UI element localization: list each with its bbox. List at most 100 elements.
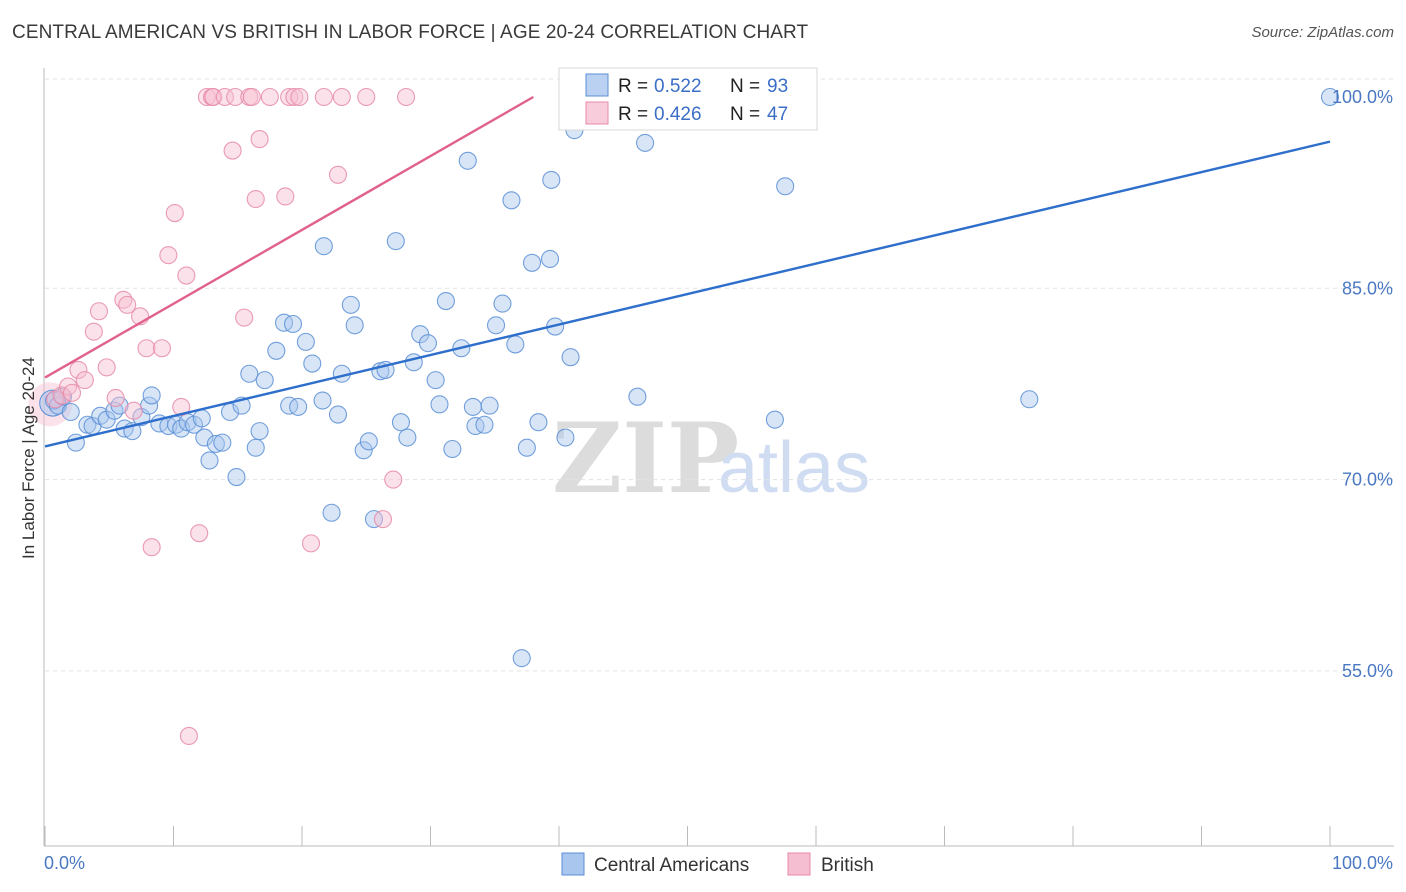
point-british-26 — [215, 87, 234, 107]
legend-r-label-2: R = — [618, 104, 648, 125]
trend-lines — [44, 95, 1331, 448]
point-central-americans-23 — [195, 428, 214, 447]
point-central-americans-30 — [240, 364, 259, 383]
point-british-46 — [397, 87, 416, 107]
legend-r-label-1: R = — [618, 76, 648, 97]
point-central-americans-46 — [341, 295, 360, 314]
point-central-americans-47 — [345, 316, 364, 335]
point-british-40 — [314, 87, 333, 107]
point-central-americans-33 — [255, 371, 274, 390]
point-british-33 — [250, 130, 269, 149]
point-british-1 — [52, 386, 71, 405]
point-central-americans-35 — [274, 313, 294, 332]
point-british-17 — [159, 246, 178, 265]
point-british-11 — [118, 295, 137, 314]
point-central-americans-15 — [142, 386, 161, 405]
point-central-americans-58 — [418, 334, 437, 353]
watermark-atlas: atlas — [718, 428, 870, 508]
point-central-americans-42 — [314, 237, 333, 256]
x-tick-label-1: 100.0% — [1332, 853, 1393, 873]
point-british-23 — [197, 87, 216, 107]
legend-swatch-british — [585, 101, 609, 125]
point-central-americans-22 — [192, 409, 211, 428]
point-british-38 — [290, 87, 309, 107]
legend-r-value-2: 0.426 — [654, 104, 702, 125]
legend-n-label-2: N = — [730, 104, 760, 125]
tick-labels: 55.0% 70.0% 85.0% 100.0% 0.0% 100.0% — [44, 87, 1393, 873]
legend: R = 0.522 N = 93 R = 0.426 N = 47 — [558, 67, 818, 131]
point-british-20 — [177, 266, 196, 285]
point-british-19 — [172, 397, 191, 416]
axes — [43, 68, 1394, 847]
point-central-americans-88 — [1320, 87, 1340, 107]
point-central-americans-38 — [289, 397, 308, 416]
trend-line-central-americans — [44, 140, 1331, 448]
watermark: ZIP atlas — [552, 402, 870, 515]
point-british-12 — [124, 401, 143, 420]
point-central-americans-68 — [480, 396, 499, 415]
point-central-americans-34 — [267, 341, 286, 360]
legend-n-value-1: 93 — [767, 76, 788, 97]
watermark-zip: ZIP — [552, 402, 739, 515]
point-central-americans-86 — [776, 177, 795, 196]
point-central-americans-90 — [512, 649, 531, 668]
legend-swatch-central-americans — [585, 73, 609, 97]
bottom-legend: Central Americans British — [561, 852, 874, 876]
point-british-7 — [89, 302, 109, 321]
point-central-americans-48 — [354, 441, 373, 460]
point-british-31 — [242, 87, 261, 107]
point-central-americans-37 — [283, 314, 303, 334]
point-central-americans-87 — [1020, 390, 1039, 409]
point-british-37 — [285, 87, 304, 107]
point-central-americans-36 — [280, 396, 299, 415]
point-central-americans-62 — [443, 439, 462, 459]
point-central-americans-55 — [398, 428, 417, 447]
point-central-americans-85 — [765, 410, 784, 429]
point-central-americans-74 — [529, 413, 548, 432]
point-central-americans-71 — [506, 335, 525, 354]
point-central-americans-61 — [436, 292, 455, 311]
bottom-legend-label-british: British — [821, 855, 874, 876]
point-central-americans-40 — [303, 354, 322, 373]
point-central-americans-64 — [458, 151, 477, 170]
point-central-americans-54 — [391, 413, 410, 432]
point-british-21 — [179, 726, 198, 745]
point-central-americans-69 — [486, 316, 506, 335]
point-british-32 — [246, 189, 265, 209]
legend-r-value-1: 0.522 — [654, 76, 702, 97]
legend-n-value-2: 47 — [767, 104, 788, 125]
point-central-americans-53 — [386, 232, 405, 251]
chart-source: Source: ZipAtlas.com — [1251, 24, 1394, 41]
point-british-22 — [190, 524, 209, 543]
point-central-americans-26 — [213, 433, 232, 452]
point-british-18 — [165, 204, 184, 223]
trend-line-british — [44, 95, 534, 379]
point-british-29 — [235, 308, 254, 327]
bottom-legend-label-central-americans: Central Americans — [594, 855, 749, 876]
point-central-americans-67 — [475, 415, 494, 434]
point-british-42 — [332, 87, 351, 107]
point-british-14 — [137, 339, 156, 358]
data-points — [28, 87, 1340, 745]
bottom-legend-swatch-british — [787, 852, 811, 876]
point-central-americans-73 — [522, 253, 542, 272]
point-central-americans-70 — [493, 294, 512, 313]
point-central-americans-39 — [296, 332, 315, 351]
point-central-americans-32 — [250, 422, 269, 441]
point-central-americans-76 — [542, 170, 561, 189]
y-axis-title: In Labor Force | Age 20-24 — [19, 357, 38, 559]
point-british-4 — [69, 360, 88, 379]
y-tick-label-2: 85.0% — [1342, 278, 1393, 298]
point-central-americans-41 — [313, 391, 332, 410]
point-british-44 — [384, 470, 403, 489]
point-british-16 — [152, 339, 171, 358]
point-british-27 — [223, 141, 242, 160]
point-british-43 — [357, 87, 376, 107]
point-british-5 — [75, 371, 94, 390]
point-central-americans-66 — [466, 416, 485, 436]
point-british-35 — [276, 187, 295, 206]
point-british-36 — [280, 87, 299, 107]
point-central-americans-31 — [246, 438, 265, 457]
point-british-3 — [62, 383, 82, 402]
bottom-legend-swatch-central-americans — [561, 852, 585, 876]
